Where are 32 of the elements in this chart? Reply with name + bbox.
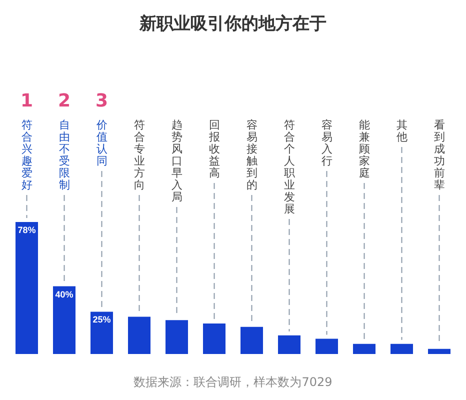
x-tick-label: 自由不受限制 [58,118,70,192]
bar [353,344,376,354]
text: 2 [58,90,71,112]
x-tick-label: 其他 [396,118,408,144]
bar [278,335,300,354]
x-tick-label: 容易接触到的 [246,118,258,192]
x-tick-label: 趋势风口早入局 [171,118,182,204]
bar [53,286,76,354]
bar [390,344,413,354]
x-tick-label: 容易入行 [321,118,332,168]
bar [203,324,226,354]
bar [90,312,113,354]
text: 1 [20,90,34,112]
data-label: 25% [92,314,111,325]
bar [428,348,450,354]
bar [316,338,338,354]
bar [16,222,38,354]
x-tick-label: 能兼顾家庭 [358,118,370,180]
x-tick-label: 价值认同 [95,118,108,168]
x-tick-label: 符合兴趣爱好 [21,118,32,192]
data-label: 78% [18,224,36,235]
bar [240,326,263,354]
x-tick-label: 回报收益高 [208,118,220,180]
x-tick-label: 看到成功前辈 [434,118,445,192]
x-tick-label: 符合专业方向 [134,118,145,192]
bar [166,320,188,354]
chart-title: 新职业吸引你的地方在于 [138,13,328,35]
source-note: 数据来源：联合调研，样本数为7029 [134,375,332,390]
text: 3 [95,90,108,112]
data-label: 40% [55,289,74,300]
x-tick-label: 符合个人职业发展 [284,118,295,216]
bar [128,316,150,354]
